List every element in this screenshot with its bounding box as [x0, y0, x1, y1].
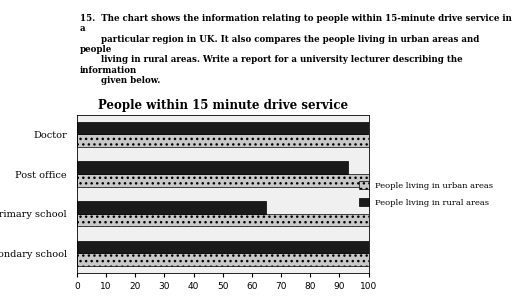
Bar: [77, 253, 369, 266]
Text: 15.  The chart shows the information relating to people within 15-minute drive s: 15. The chart shows the information rela…: [80, 14, 511, 85]
Bar: [77, 161, 348, 174]
Bar: [77, 241, 369, 253]
Bar: [77, 214, 369, 226]
Bar: [77, 201, 266, 214]
Bar: [77, 122, 369, 135]
Title: People within 15 minute drive service: People within 15 minute drive service: [98, 99, 348, 112]
Legend: People living in urban areas, People living in rural areas: People living in urban areas, People liv…: [356, 178, 496, 209]
Bar: [77, 135, 369, 147]
Bar: [77, 174, 369, 187]
